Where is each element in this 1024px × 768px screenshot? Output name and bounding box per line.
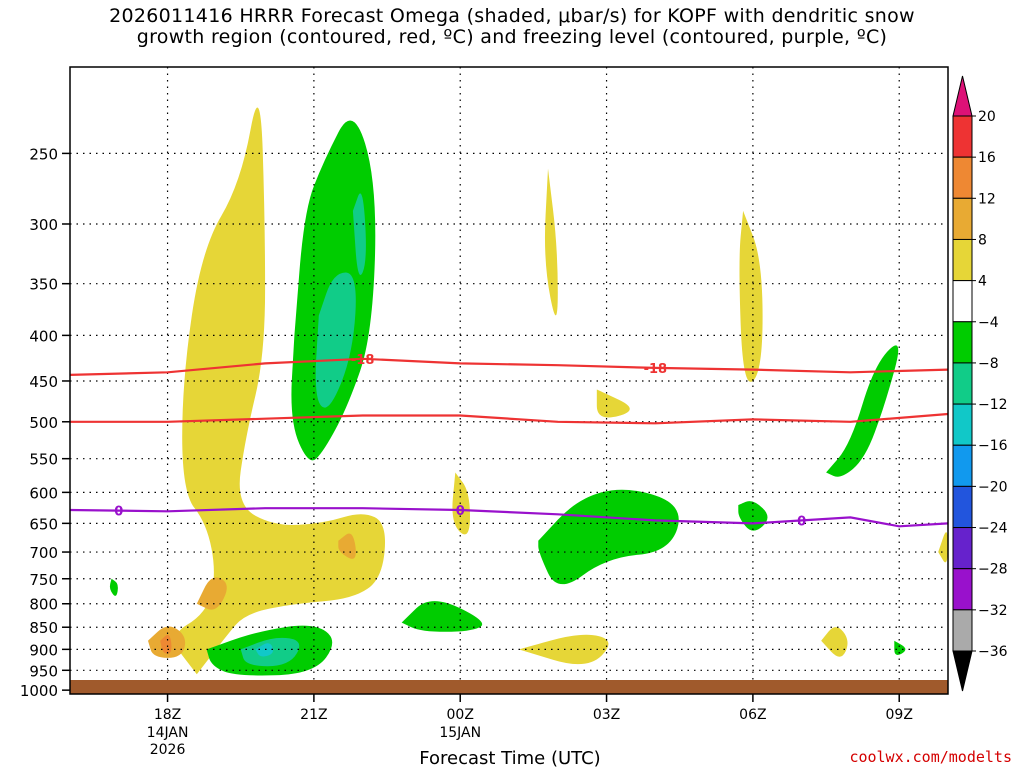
colorbar-bottom-triangle [952, 650, 973, 692]
y-tick-label: 700 [29, 544, 58, 562]
y-tick-label: 650 [29, 515, 58, 533]
x-tick-label: 18Z [154, 707, 181, 723]
contour-line [69, 357, 949, 376]
contour-label: -18 [644, 362, 668, 377]
y-tick-label: 1000 [20, 682, 58, 700]
watermark: coolwx.com/modelts [849, 748, 1012, 766]
title-line-1: 2026011416 HRRR Forecast Omega (shaded, … [109, 5, 915, 27]
omega-region [538, 489, 679, 585]
colorbar-swatch [952, 238, 973, 282]
colorbar-label: −8 [978, 356, 999, 372]
grid-lines [70, 67, 948, 691]
y-tick-label: 800 [29, 596, 58, 614]
x-tick-label: 06Z [739, 707, 766, 723]
y-tick-label: 600 [29, 484, 58, 502]
colorbar-label: 12 [978, 191, 996, 207]
x-tick-label: 03Z [593, 707, 620, 723]
colorbar-swatch [952, 156, 973, 199]
colorbar-label: −4 [978, 315, 999, 331]
colorbar-swatch [952, 115, 973, 158]
y-tick-label: 950 [29, 662, 58, 680]
colorbar-label: −32 [978, 603, 1008, 619]
colorbar-top-triangle [952, 75, 973, 117]
omega-region [352, 193, 366, 276]
y-tick-label: 350 [29, 276, 58, 294]
omega-region [894, 640, 906, 656]
colorbar-label: −16 [978, 438, 1008, 454]
y-tick-label: 400 [29, 327, 58, 345]
title-line-2: growth region (contoured, red, ºC) and f… [136, 26, 888, 48]
y-tick-label: 500 [29, 414, 58, 432]
omega-region [544, 168, 558, 316]
colorbar-swatch [952, 485, 973, 529]
omega-region [109, 578, 118, 596]
y-tick-label: 550 [29, 451, 58, 469]
colorbar-swatch [952, 280, 973, 323]
x-tick-label: 21Z [300, 707, 327, 723]
colorbar-label: 16 [978, 150, 996, 166]
colorbar-label: −24 [978, 521, 1008, 537]
chart-title: 2026011416 HRRR Forecast Omega (shaded, … [0, 6, 1024, 48]
y-tick-label: 300 [29, 216, 58, 234]
colorbar-swatch [952, 444, 973, 487]
omega-shading [109, 107, 948, 676]
contour-lines: -18 -18 0 0 0 [69, 353, 949, 529]
colorbar-label: 8 [978, 232, 987, 248]
contour-label: 0 [114, 505, 123, 520]
colorbar-swatch [952, 403, 973, 446]
y-tick-label: 250 [29, 145, 58, 163]
contour-label: 0 [456, 504, 465, 519]
colorbar-swatch [952, 321, 973, 364]
x-tick-label: 15JAN [439, 725, 481, 741]
omega-region [338, 533, 356, 559]
omega-region [196, 577, 227, 610]
colorbar-swatch [952, 609, 973, 652]
x-tick-label: 2026 [150, 742, 186, 758]
contour-label: -18 [351, 353, 375, 368]
colorbar-label: 4 [978, 274, 987, 290]
y-tick-label: 850 [29, 619, 58, 637]
omega-region [739, 210, 763, 382]
colorbar-label: −36 [978, 644, 1008, 660]
contour-label: 0 [797, 514, 806, 529]
omega-region [255, 643, 274, 657]
omega-region [452, 472, 470, 535]
colorbar-label: 20 [978, 109, 996, 125]
y-tick-label: 450 [29, 373, 58, 391]
y-tick-label: 900 [29, 641, 58, 659]
omega-region [826, 345, 899, 477]
x-tick-label: 09Z [886, 707, 913, 723]
contour-line [70, 412, 949, 425]
x-tick-label: 14JAN [147, 725, 189, 741]
omega-region [315, 272, 356, 408]
omega-region [596, 389, 630, 418]
colorbar-swatch [952, 527, 973, 570]
y-tick-label: 750 [29, 571, 58, 589]
colorbar-swatch [952, 197, 973, 240]
colorbar: 20 16 12 8 4 −4 −8 −12 −16 −20 −24 −28 −32 −36 [952, 75, 1008, 692]
colorbar-label: −28 [978, 562, 1008, 578]
x-axis-label: Forecast Time (UTC) [419, 748, 600, 768]
ground-bar [70, 680, 948, 694]
omega-region [175, 107, 386, 675]
omega-region [518, 634, 609, 665]
colorbar-label: −20 [978, 479, 1008, 495]
y-axis: 250 300 350 400 450 500 550 600 650 700 750 800 850 9… [20, 145, 70, 700]
colorbar-swatch [952, 362, 973, 405]
x-tick-label: 00Z [447, 707, 474, 723]
omega-region [821, 627, 848, 657]
contour-line [69, 507, 949, 528]
omega-region [938, 532, 948, 563]
omega-region [401, 601, 483, 632]
colorbar-swatch [952, 568, 973, 611]
colorbar-label: −12 [978, 397, 1008, 413]
